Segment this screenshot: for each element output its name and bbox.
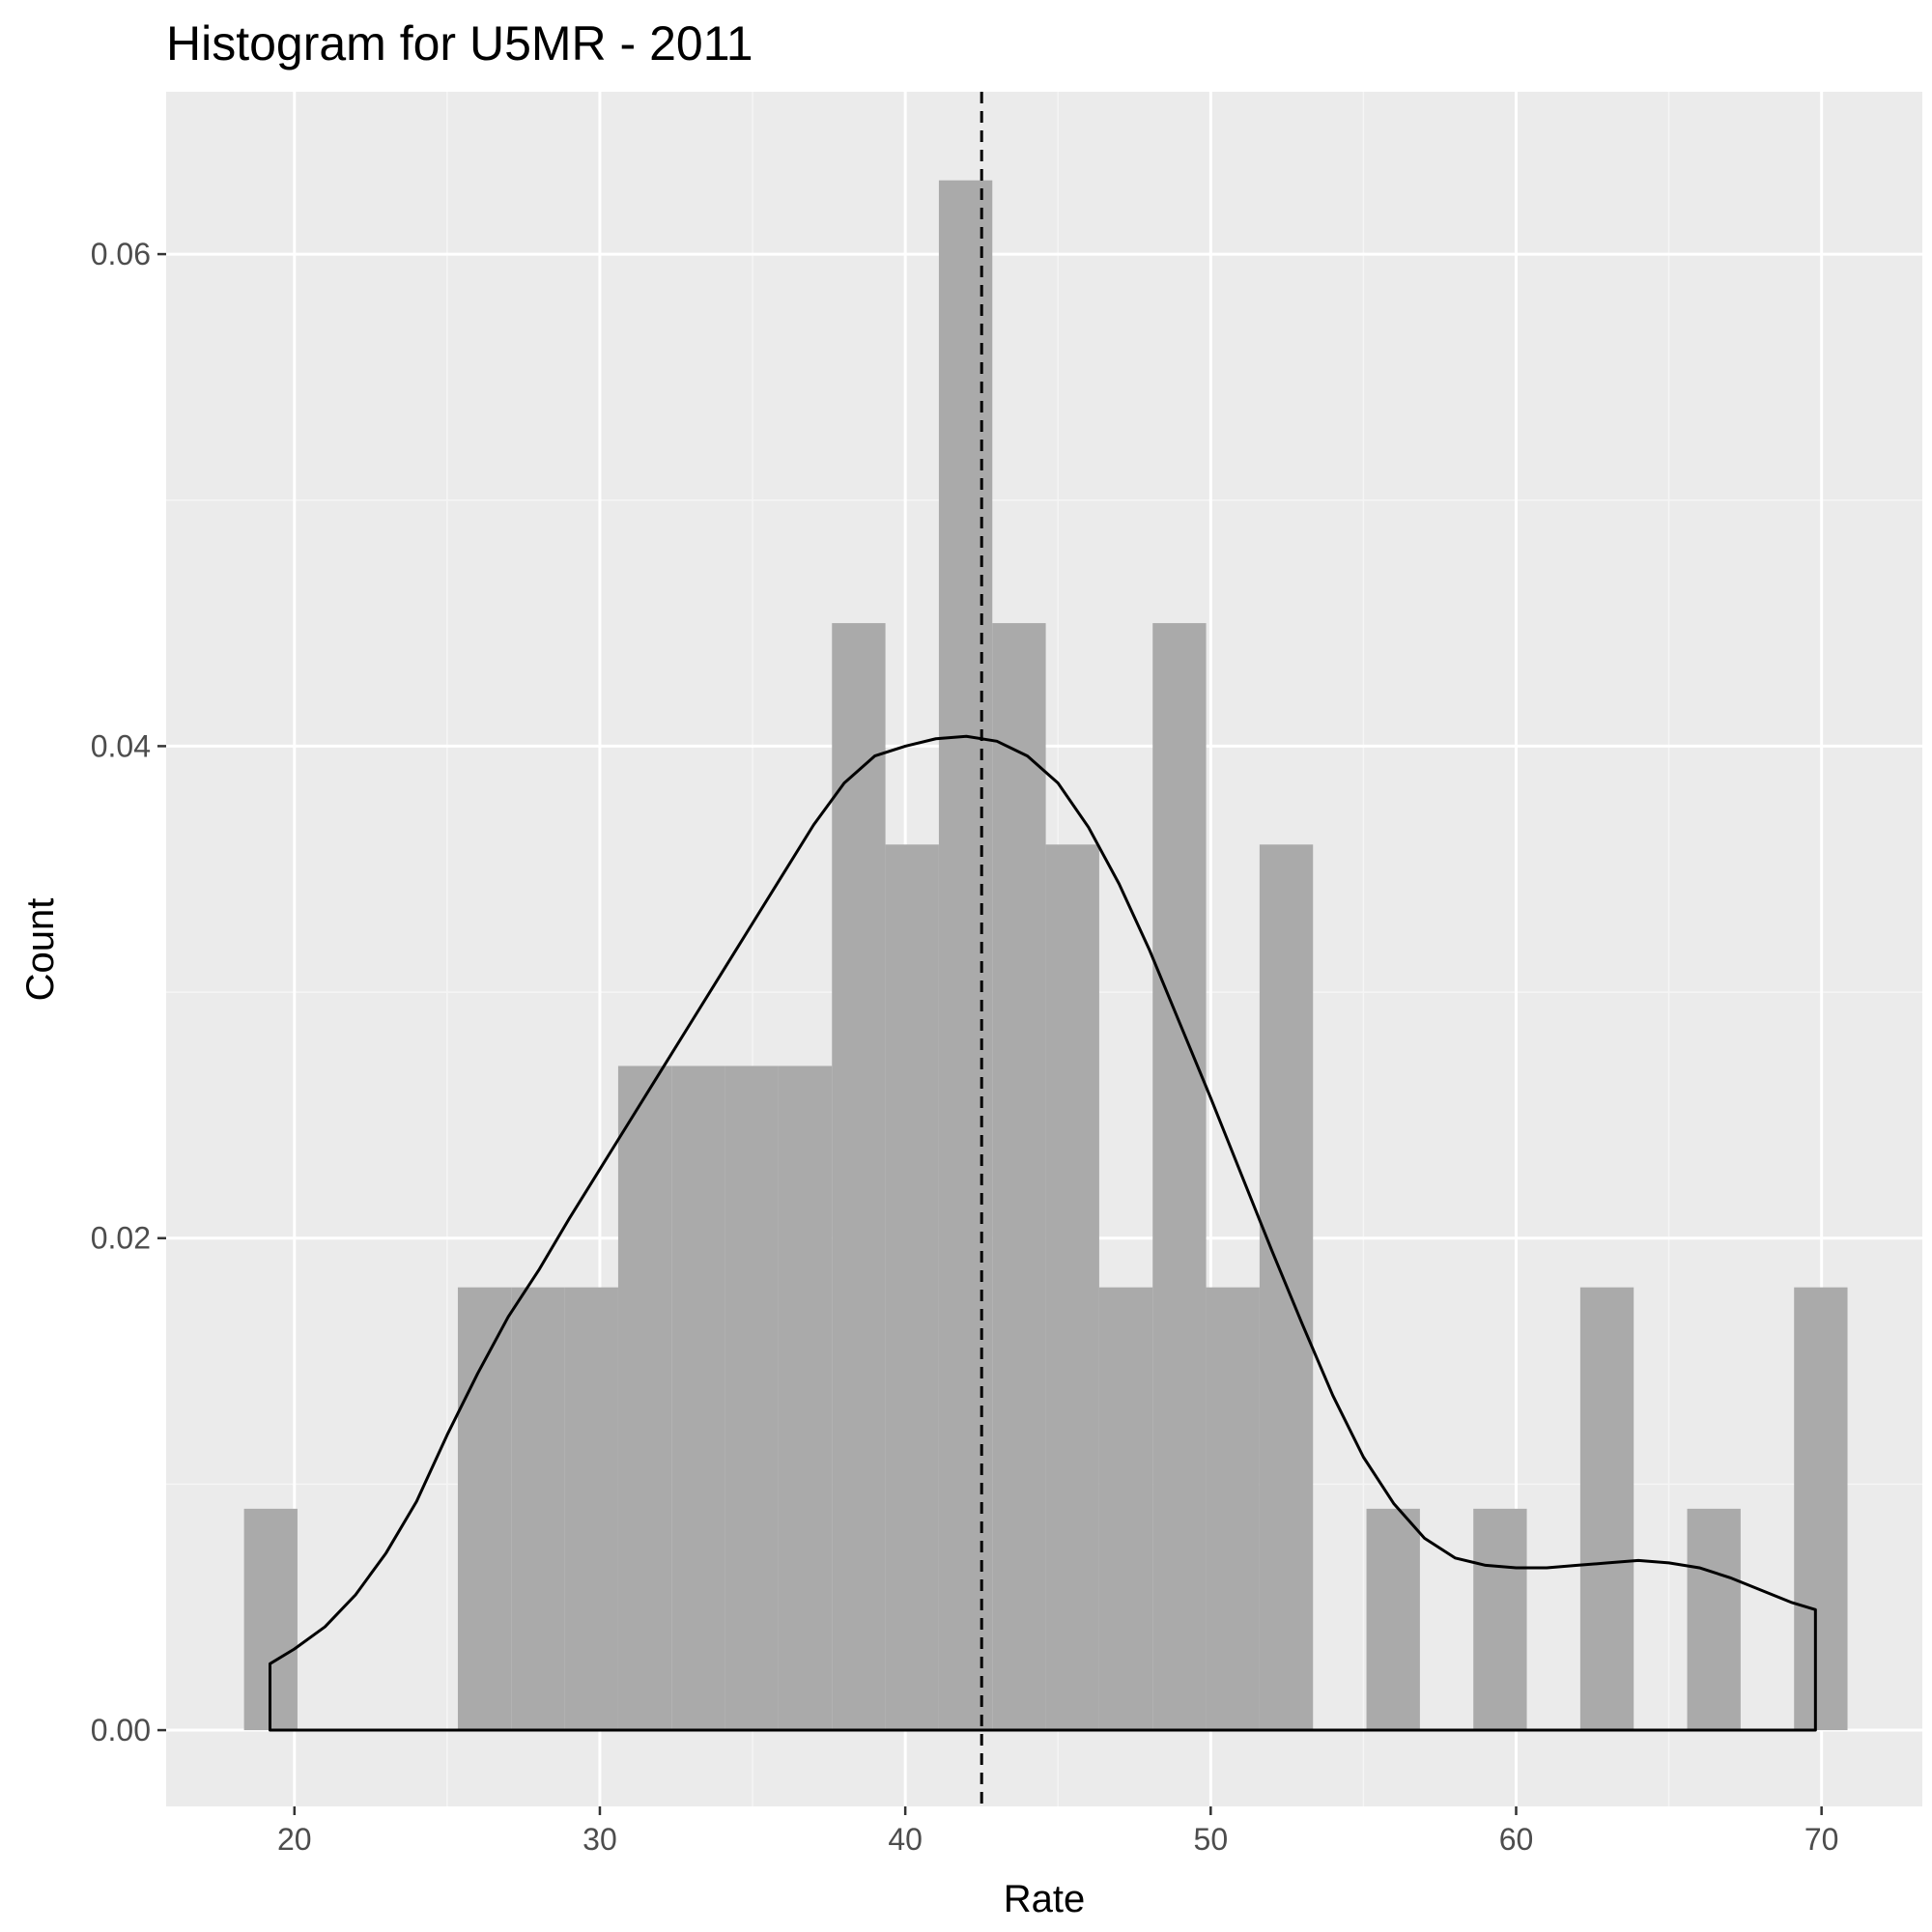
- histogram-bar: [671, 1065, 725, 1731]
- histogram-bar: [1152, 623, 1207, 1731]
- histogram-bar: [938, 180, 993, 1731]
- histogram-bar: [1579, 1287, 1634, 1731]
- x-tick-label: 50: [1194, 1822, 1229, 1857]
- histogram-bar: [511, 1287, 565, 1731]
- chart-title: Histogram for U5MR - 2011: [166, 16, 753, 71]
- y-axis: 0.00 0.02 0.04 0.06: [91, 237, 166, 1747]
- histogram-bar: [1687, 1508, 1741, 1731]
- x-tick-label: 30: [582, 1822, 617, 1857]
- x-tick-label: 70: [1804, 1822, 1839, 1857]
- histogram-bar: [992, 623, 1046, 1731]
- histogram-bar: [617, 1065, 672, 1731]
- histogram-bar: [724, 1065, 779, 1731]
- y-axis-title: Count: [19, 898, 62, 1002]
- x-axis: 20 30 40 50 60 70: [277, 1806, 1838, 1857]
- histogram-bar: [832, 623, 886, 1731]
- histogram-bar: [1098, 1287, 1153, 1731]
- histogram-bar: [1366, 1508, 1420, 1731]
- density-curve: [268, 734, 1817, 1732]
- x-tick-label: 20: [277, 1822, 312, 1857]
- histogram-bar: [778, 1065, 833, 1731]
- histogram-bar: [457, 1287, 512, 1731]
- histogram-bar: [1206, 1287, 1260, 1731]
- density-curve-group: [268, 734, 1817, 1732]
- histogram-bar: [564, 1287, 618, 1731]
- histogram-bar: [885, 844, 939, 1731]
- x-tick-label: 60: [1499, 1822, 1534, 1857]
- x-tick-label: 40: [888, 1822, 923, 1857]
- histogram-bar: [1045, 844, 1099, 1731]
- y-tick-label: 0.02: [91, 1221, 151, 1256]
- x-axis-title: Rate: [1004, 1878, 1086, 1920]
- y-tick-label: 0.04: [91, 728, 151, 763]
- y-tick-label: 0.06: [91, 237, 151, 271]
- histogram-bar: [1794, 1287, 1848, 1731]
- histogram-bar: [1473, 1508, 1527, 1731]
- y-tick-label: 0.00: [91, 1713, 151, 1747]
